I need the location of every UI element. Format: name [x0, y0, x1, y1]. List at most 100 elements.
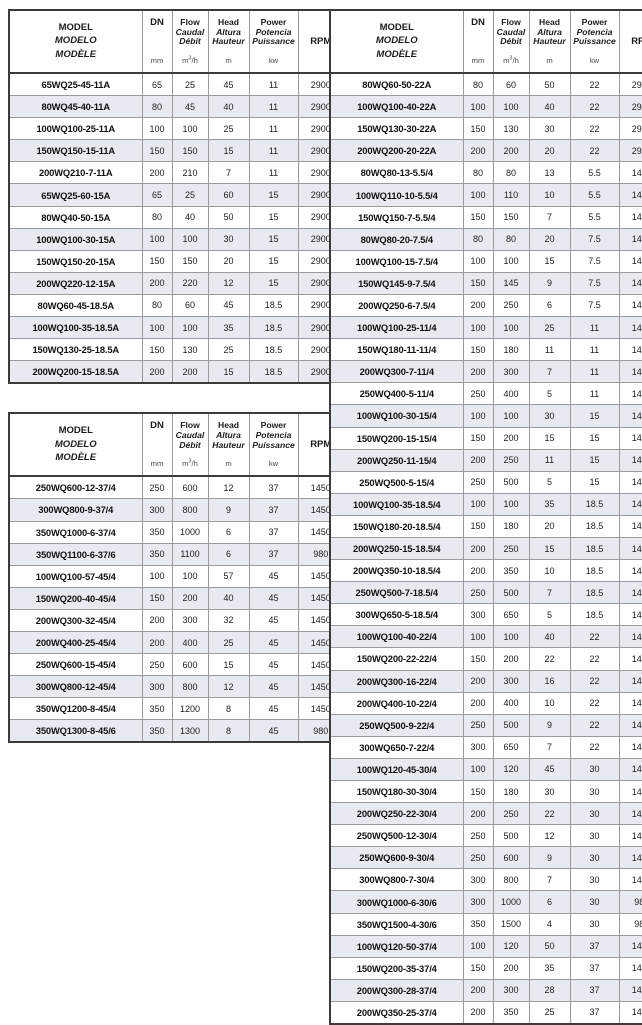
- cell-flow: 200: [171, 360, 209, 384]
- table-row: 300WQ800-12-45/4 300 800 12 45 1450: [8, 675, 345, 699]
- cell-dn: 350: [462, 912, 494, 936]
- cell-rpm: 1450: [618, 183, 642, 207]
- cell-head: 7: [528, 735, 571, 759]
- cell-dn: 250: [462, 713, 494, 737]
- cell-head: 40: [528, 625, 571, 649]
- cell-power: 15: [248, 249, 299, 273]
- cell-power: 7.5: [569, 271, 620, 295]
- header-flow-es: Caudal: [175, 26, 205, 37]
- cell-flow: 180: [492, 779, 530, 804]
- cell-dn: 200: [141, 161, 173, 185]
- cell-rpm: 1450: [618, 757, 642, 782]
- cell-power: 22: [569, 735, 620, 759]
- cell-model: 100WQ100-40-22/4: [329, 625, 464, 649]
- cell-model: 350WQ1500-4-30/6: [329, 912, 464, 936]
- cell-power: 45: [248, 675, 299, 699]
- cell-flow: 200: [492, 426, 530, 450]
- cell-power: 5.5: [569, 161, 620, 185]
- cell-model: 150WQ130-25-18.5A: [8, 338, 143, 362]
- cell-head: 25: [528, 316, 571, 340]
- cell-rpm: 1450: [618, 448, 642, 472]
- header-flow-es: Caudal: [175, 429, 205, 440]
- table-row: 65WQ25-45-11A 65 25 45 11 2900: [8, 72, 345, 97]
- cell-dn: 150: [462, 956, 494, 980]
- cell-power: 37: [248, 520, 299, 544]
- cell-dn: 250: [462, 470, 494, 494]
- cell-model: 300WQ800-12-45/4: [8, 675, 143, 699]
- cell-rpm: 1450: [618, 227, 642, 251]
- cell-model: 200WQ250-6-7.5/4: [329, 293, 464, 318]
- table-row: 250WQ400-5-11/42504005111450: [329, 382, 642, 406]
- cell-model: 80WQ60-45-18.5A: [8, 293, 143, 318]
- cell-rpm: 1450: [618, 934, 642, 958]
- table-row: 200WQ250-22-30/420025022301450: [329, 802, 642, 826]
- cell-dn: 80: [141, 205, 173, 229]
- cell-model: 200WQ300-28-37/4: [329, 978, 464, 1002]
- cell-model: 80WQ45-40-11A: [8, 95, 143, 119]
- cell-dn: 200: [462, 536, 494, 561]
- cell-rpm: 1450: [618, 691, 642, 715]
- cell-rpm: 1450: [618, 1000, 642, 1025]
- cell-power: 22: [569, 117, 620, 141]
- cell-head: 10: [528, 559, 571, 583]
- cell-dn: 300: [462, 603, 494, 627]
- cell-power: 7.5: [569, 227, 620, 251]
- cell-dn: 300: [462, 735, 494, 759]
- cell-head: 35: [528, 492, 571, 516]
- cell-flow: 100: [171, 564, 209, 588]
- header-model-en: MODEL: [379, 21, 414, 33]
- table-row: 80WQ40-50-15A 80 40 50 15 2900: [8, 205, 345, 229]
- cell-power: 15: [569, 404, 620, 428]
- cell-power: 15: [569, 426, 620, 450]
- cell-head: 15: [528, 426, 571, 450]
- cell-model: 250WQ600-12-37/4: [8, 475, 143, 500]
- cell-flow: 600: [492, 846, 530, 870]
- header-flow-unit: m3/h: [182, 458, 198, 469]
- cell-power: 18.5: [569, 514, 620, 538]
- cell-power: 15: [248, 205, 299, 229]
- cell-flow: 300: [171, 608, 209, 632]
- cell-model: 300WQ650-5-18.5/4: [329, 603, 464, 627]
- table-body: 250WQ600-12-37/4 250 600 12 37 1450 300WQ800-9…: [8, 475, 345, 743]
- table-row: 200WQ400-25-45/4 200 400 25 45 1450: [8, 630, 345, 655]
- cell-rpm: 1450: [618, 514, 642, 538]
- header-flow-en: Flow: [501, 17, 521, 27]
- cell-rpm: 1450: [618, 559, 642, 583]
- cell-head: 28: [528, 978, 571, 1002]
- cell-power: 11: [248, 72, 299, 97]
- cell-head: 20: [528, 514, 571, 538]
- table-body: 80WQ60-50-22A806050222900100WQ100-40-22A…: [329, 72, 642, 1025]
- cell-rpm: 1450: [618, 824, 642, 848]
- cell-rpm: 1450: [618, 713, 642, 737]
- header-model-es: MODELO: [54, 438, 97, 450]
- table-row: 300WQ650-7-22/43006507221450: [329, 735, 642, 759]
- cell-head: 9: [207, 498, 250, 522]
- header-power-unit: kw: [589, 56, 600, 65]
- cell-power: 5.5: [569, 205, 620, 229]
- cell-head: 9: [528, 271, 571, 295]
- cell-rpm: 1450: [618, 625, 642, 649]
- cell-power: 7.5: [569, 249, 620, 273]
- table-row: 80WQ60-50-22A806050222900: [329, 72, 642, 97]
- cell-model: 100WQ100-15-7.5/4: [329, 249, 464, 273]
- cell-dn: 200: [462, 1000, 494, 1025]
- header-rpm-title: RPM: [631, 35, 642, 47]
- table-row: 150WQ150-20-15A 150 150 20 15 2900: [8, 249, 345, 273]
- cell-head: 35: [207, 316, 250, 340]
- table-row: 200WQ250-11-15/420025011151450: [329, 448, 642, 472]
- cell-dn: 100: [462, 316, 494, 340]
- table-row: 200WQ220-12-15A 200 220 12 15 2900: [8, 271, 345, 295]
- table-row: 100WQ120-45-30/410012045301450: [329, 757, 642, 782]
- cell-model: 150WQ180-11-11/4: [329, 338, 464, 362]
- left-column: MODEL MODELO MODÈLE DN mm: [8, 0, 345, 744]
- cell-rpm: 2900: [618, 95, 642, 119]
- cell-model: 100WQ120-50-37/4: [329, 934, 464, 958]
- table-row: 300WQ800-9-37/4 300 800 9 37 1450: [8, 498, 345, 522]
- header-dn-title: DN: [150, 17, 164, 28]
- cell-flow: 350: [492, 559, 530, 583]
- cell-rpm: 1450: [618, 470, 642, 494]
- cell-rpm: 1450: [618, 293, 642, 318]
- table-row: 65WQ25-60-15A 65 25 60 15 2900: [8, 183, 345, 207]
